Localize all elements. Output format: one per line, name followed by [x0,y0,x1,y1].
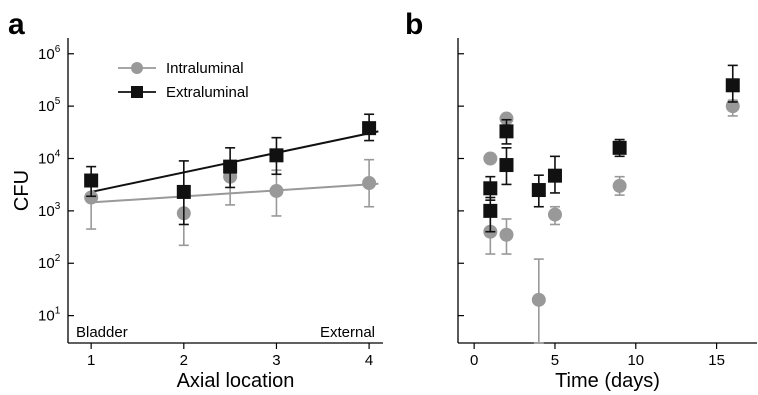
point-intraluminal [547,207,562,222]
point-extraluminal [483,203,498,218]
panel-b-chart: 0 5 10 15 Time (days) [457,38,757,392]
point-extraluminal [84,173,99,188]
point-intraluminal [499,111,514,126]
legend-marker-extraluminal [131,86,143,98]
point-extraluminal [531,183,546,198]
point-extraluminal [223,159,238,174]
point-extraluminal [612,140,627,155]
x-tick-label: 2 [180,352,188,369]
x-axis-title: Time (days) [555,370,660,392]
x-tick-label: 15 [708,352,725,369]
point-intraluminal [362,176,377,191]
x-tick-label: 3 [272,352,280,369]
point-intraluminal [612,178,627,193]
x-tick-label: 10 [627,352,644,369]
y-tick-label: 101 [38,306,61,325]
legend-label-intraluminal: Intraluminal [166,60,244,77]
panel-a-chart: 101 102 103 104 105 106 1 2 3 4 Axial location CFU B… [11,38,383,392]
point-intraluminal [269,183,284,198]
annotation-external: External [320,324,375,341]
point-intraluminal [84,190,99,205]
point-extraluminal [269,148,284,163]
x-tick-label: 4 [365,352,373,369]
point-intraluminal [483,151,498,166]
point-extraluminal [362,121,377,136]
point-extraluminal [725,78,740,93]
x-tick-label: 0 [470,352,478,369]
point-intraluminal [531,292,546,307]
y-axis-title: CFU [11,170,33,211]
point-extraluminal [483,181,498,196]
y-tick-label: 106 [38,44,61,63]
fit-line-intraluminal [91,182,379,204]
y-tick-label: 102 [38,253,61,272]
y-tick-label: 105 [38,96,61,115]
point-extraluminal [499,124,514,139]
point-extraluminal [547,168,562,183]
point-intraluminal [499,227,514,242]
legend-marker-intraluminal [131,62,143,74]
x-axis-title: Axial location [177,370,295,392]
x-tick-label: 5 [551,352,559,369]
point-extraluminal [499,158,514,173]
legend-label-extraluminal: Extraluminal [166,84,249,101]
panel-letter-b: b [405,8,423,41]
panel-letter-a: a [8,8,25,41]
x-tick-label: 1 [87,352,95,369]
annotation-bladder: Bladder [76,324,128,341]
point-extraluminal [176,184,191,199]
y-tick-label: 103 [38,201,61,220]
y-tick-label: 104 [38,149,61,168]
